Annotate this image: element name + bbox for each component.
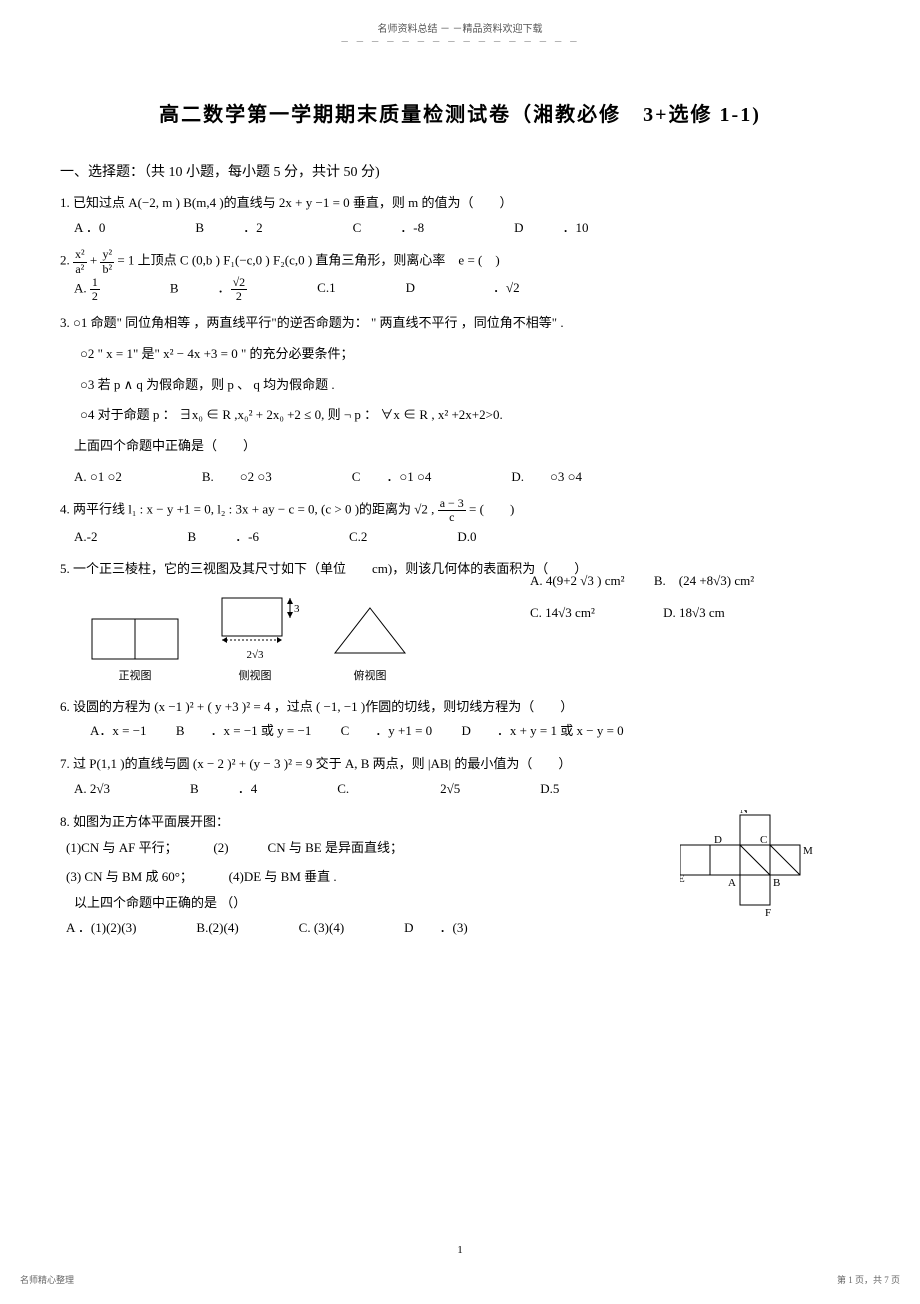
- q2-a: A. 12: [74, 276, 100, 303]
- q7-d: D.5: [540, 777, 559, 802]
- q8-d: D ．(3): [404, 916, 468, 941]
- q4: 4. 两平行线 l₁ : x − y +1 = 0, l₂ : 3x + ay …: [60, 497, 860, 549]
- q3-c1: 3. ○1 命题" 同位角相等 ，两直线平行"的逆否命题为： " 两直线不平行 …: [60, 311, 860, 336]
- q1-choices: A ．0 B ．2 C ．-8 D ．10: [74, 216, 860, 241]
- q6: 6. 设圆的方程为 (x −1 )² + ( y +3 )² = 4 ，过点 (…: [60, 695, 860, 744]
- q7: 7. 过 P(1,1 )的直线与圆 (x − 2 )² + (y − 3 )² …: [60, 752, 860, 801]
- q7-stem: 7. 过 P(1,1 )的直线与圆 (x − 2 )² + (y − 3 )² …: [60, 752, 860, 777]
- q1-stem: 1. 已知过点 A(−2, m ) B(m,4 )的直线与 2x + y −1 …: [60, 191, 860, 216]
- q5-c: C. 14√3 cm²: [530, 605, 595, 620]
- top-view: 俯视图: [330, 603, 410, 687]
- q1: 1. 已知过点 A(−2, m ) B(m,4 )的直线与 2x + y −1 …: [60, 191, 860, 240]
- q4-b: B ．-6: [187, 525, 259, 550]
- svg-text:E: E: [680, 873, 685, 885]
- q3-c3: ○3 若 p ∧ q 为假命题，则 p 、 q 均为假命题 .: [80, 373, 860, 398]
- front-view: 正视图: [90, 617, 180, 687]
- q8-a: A ．(1)(2)(3): [66, 916, 136, 941]
- q3-b: B. ○2 ○3: [202, 465, 272, 490]
- svg-text:B: B: [773, 877, 780, 889]
- page-number: 1: [0, 1244, 920, 1256]
- q6-d: D ．x + y = 1 或 x − y = 0: [461, 723, 623, 738]
- top-header: 名师资料总结 － －精品资料欢迎下载 － － － － － － － － － － －…: [60, 20, 860, 48]
- q8-s1: (1)CN 与 AF 平行；: [66, 840, 171, 855]
- q2-d: D ．√2: [406, 276, 520, 303]
- svg-text:M: M: [803, 845, 813, 857]
- q6-stem: 6. 设圆的方程为 (x −1 )² + ( y +3 )² = 4 ，过点 (…: [60, 695, 860, 720]
- q7-a: A. 2√3: [74, 777, 110, 802]
- q2-c: C.1: [317, 276, 335, 303]
- q4-stem-b: = ( ): [469, 502, 514, 517]
- q2-stem-b: = 1 上顶点 C (0,b ) F₁(−c,0 ) F₂(c,0 ) 直角三角…: [117, 253, 499, 268]
- q4-c: C.2: [349, 525, 367, 550]
- q6-choices: A．x = −1 B ．x = −1 或 y = −1 C ．y +1 = 0 …: [90, 719, 860, 744]
- q4-frac: a − 3c: [438, 497, 466, 524]
- q3-a: A. ○1 ○2: [74, 465, 122, 490]
- q3-tail: 上面四个命题中正确是（ ）: [74, 434, 860, 459]
- q7-c: C. 2√5: [337, 777, 460, 802]
- q1-a: A ．0: [74, 216, 105, 241]
- q5-a: A. 4(9+2 √3 ) cm²: [530, 573, 625, 588]
- svg-text:F: F: [765, 907, 771, 919]
- q8-s4: (4)DE 与 BM 垂直 .: [229, 869, 337, 884]
- side-h-text: 3: [294, 603, 300, 615]
- q2-choices: A. 12 B ．√22 C.1 D ．√2: [74, 276, 860, 303]
- q5: 5. 一个正三棱柱，它的三视图及其尺寸如下（单位 cm)，则该几何体的表面积为（…: [60, 557, 860, 686]
- q6-a: A．x = −1: [90, 723, 147, 738]
- q8-s3: (3) CN 与 BM 成 60°；: [66, 869, 186, 884]
- q8-c: C. (3)(4): [299, 916, 345, 941]
- front-label: 正视图: [90, 666, 180, 687]
- q5-b: B. (24 +8√3) cm²: [654, 573, 754, 588]
- q1-d: D ．10: [514, 216, 588, 241]
- svg-text:A: A: [728, 877, 736, 889]
- q7-b: B ．4: [190, 777, 257, 802]
- q5-d: D. 18√3 cm: [663, 605, 725, 620]
- q2: 2. x²a² + y²b² = 1 上顶点 C (0,b ) F₁(−c,0 …: [60, 248, 860, 303]
- q6-c: C ．y +1 = 0: [341, 723, 433, 738]
- footer-left: 名师精心整理: [20, 1273, 74, 1286]
- q5-right-choices: A. 4(9+2 √3 ) cm² B. (24 +8√3) cm² C. 14…: [530, 565, 860, 627]
- q7-choices: A. 2√3 B ．4 C. 2√5 D.5: [74, 777, 860, 802]
- svg-text:N: N: [740, 810, 748, 816]
- dots: － － － － － － － － － － － － － － － －: [340, 37, 580, 47]
- side-label: 侧视图: [210, 666, 300, 687]
- q3-c2: ○2 " x = 1" 是" x² − 4x +3 = 0 " 的充分必要条件；: [80, 342, 860, 367]
- page: 名师资料总结 － －精品资料欢迎下载 － － － － － － － － － － －…: [0, 0, 920, 1304]
- q1-b: B ．2: [195, 216, 262, 241]
- footer-right: 第 1 页，共 7 页: [837, 1273, 900, 1286]
- q2-frac1: x²a²: [73, 248, 87, 275]
- q3-c: C ．○1 ○4: [352, 465, 432, 490]
- q4-a: A.-2: [74, 525, 97, 550]
- q2-frac2: y²b²: [100, 248, 114, 275]
- q3-d: D. ○3 ○4: [511, 465, 582, 490]
- svg-text:C: C: [760, 834, 767, 846]
- q1-c: C ．-8: [353, 216, 425, 241]
- q4-choices: A.-2 B ．-6 C.2 D.0: [74, 525, 860, 550]
- svg-text:D: D: [714, 834, 722, 846]
- q3-c4: ○4 对于命题 p ： ∃x₀ ∈ R ,x₀² + 2x₀ +2 ≤ 0, 则…: [80, 403, 860, 428]
- side-dim: 2√3: [210, 645, 300, 666]
- q2-stem-a: 2.: [60, 253, 73, 268]
- q6-b: B ．x = −1 或 y = −1: [176, 723, 312, 738]
- q8-figure: N D C M E A B F: [680, 810, 830, 949]
- q2-b: B ．√22: [170, 276, 247, 303]
- q3-choices: A. ○1 ○2 B. ○2 ○3 C ．○1 ○4 D. ○3 ○4: [74, 465, 860, 490]
- page-title: 高二数学第一学期期末质量检测试卷（湘教必修 3+选修 1-1): [60, 98, 860, 127]
- q8: 8. 如图为正方体平面展开图： (1)CN 与 AF 平行； (2) CN 与 …: [60, 810, 860, 950]
- section-head: 一、选择题：（共 10 小题，每小题 5 分，共计 50 分): [60, 161, 860, 181]
- top-label: 俯视图: [330, 666, 410, 687]
- q3: 3. ○1 命题" 同位角相等 ，两直线平行"的逆否命题为： " 两直线不平行 …: [60, 311, 860, 489]
- q4-stem-a: 4. 两平行线 l₁ : x − y +1 = 0, l₂ : 3x + ay …: [60, 502, 438, 517]
- side-view: 3 2√3 侧视图: [210, 590, 300, 687]
- q8-b: B.(2)(4): [196, 916, 238, 941]
- q8-s2: (2) CN 与 BE 是异面直线；: [213, 840, 403, 855]
- top-note: 名师资料总结 － －精品资料欢迎下载: [378, 24, 543, 35]
- q4-d: D.0: [457, 525, 476, 550]
